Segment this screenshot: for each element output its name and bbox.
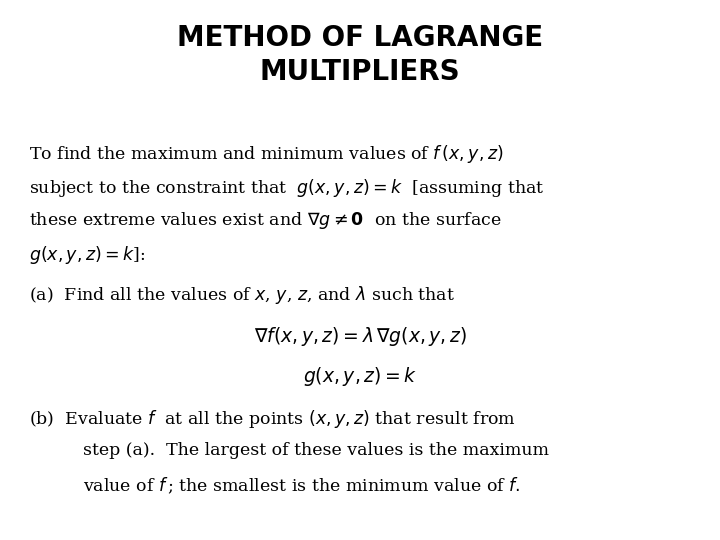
Text: (a)  Find all the values of $x$, $y$, $z$, and $\lambda$ such that: (a) Find all the values of $x$, $y$, $z$… bbox=[29, 284, 455, 306]
Text: value of $f\,$; the smallest is the minimum value of $f.$: value of $f\,$; the smallest is the mini… bbox=[83, 475, 520, 496]
Text: subject to the constraint that  $g(x, y, z) = k$  [assuming that: subject to the constraint that $g(x, y, … bbox=[29, 177, 544, 199]
Text: $\nabla f(x, y, z) = \lambda\,\nabla g(x, y, z)$: $\nabla f(x, y, z) = \lambda\,\nabla g(x… bbox=[253, 325, 467, 348]
Text: these extreme values exist and $\nabla g \neq \mathbf{0}$  on the surface: these extreme values exist and $\nabla g… bbox=[29, 210, 501, 231]
Text: METHOD OF LAGRANGE
MULTIPLIERS: METHOD OF LAGRANGE MULTIPLIERS bbox=[177, 24, 543, 86]
Text: (b)  Evaluate $f$  at all the points $(x, y, z)$ that result from: (b) Evaluate $f$ at all the points $(x, … bbox=[29, 408, 516, 430]
Text: step (a).  The largest of these values is the maximum: step (a). The largest of these values is… bbox=[83, 442, 549, 458]
Text: $g(x, y, z) = k$: $g(x, y, z) = k$ bbox=[303, 365, 417, 388]
Text: $g(x, y, z) = k$]:: $g(x, y, z) = k$]: bbox=[29, 244, 145, 266]
Text: To find the maximum and minimum values of $f\,(x, y, z)$: To find the maximum and minimum values o… bbox=[29, 143, 503, 165]
